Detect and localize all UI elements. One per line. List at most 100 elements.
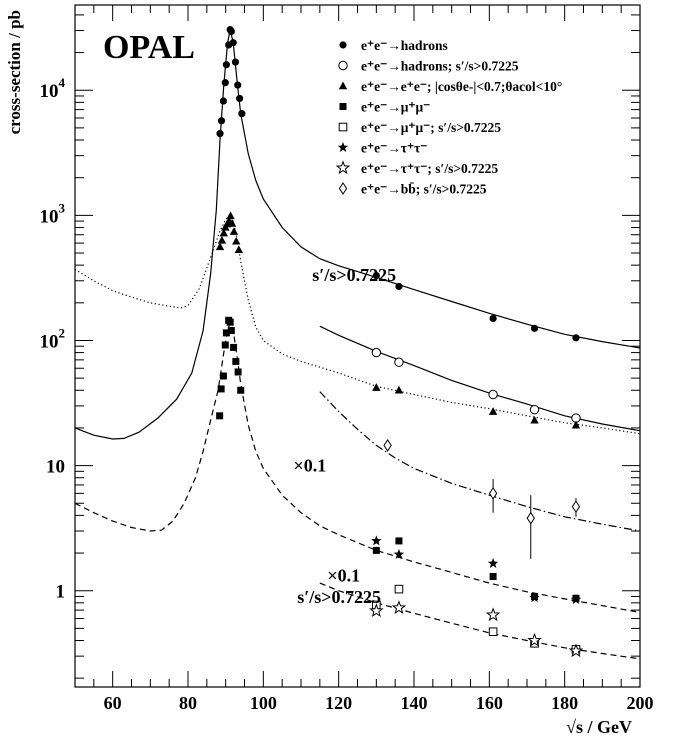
data-point <box>221 341 229 349</box>
series-6 <box>369 600 584 658</box>
legend-label: e⁺e⁻→τ⁺τ⁻; s′/s>0.7225 <box>361 161 498 176</box>
x-tick-label: 100 <box>250 693 277 713</box>
series-2 <box>215 211 581 429</box>
data-point <box>221 79 229 87</box>
data-point <box>489 314 497 323</box>
data-point <box>394 584 404 594</box>
series-5 <box>371 535 582 604</box>
data-point <box>234 368 242 376</box>
data-point <box>571 500 581 514</box>
y-tick-label: 102 <box>40 325 66 352</box>
data-point <box>217 385 225 393</box>
fit-curve-dashdot <box>319 391 641 532</box>
x-tick-label: 160 <box>476 693 503 713</box>
data-point <box>222 61 231 69</box>
data-point <box>234 245 244 254</box>
data-point <box>234 81 242 89</box>
data-point <box>232 357 240 365</box>
data-point <box>568 643 584 658</box>
y-axis-label: cross-section / pb <box>5 10 24 134</box>
annotations: s′/s>0.7225×0.1×0.1s′/s>0.7225 <box>293 265 396 607</box>
legend-label: e⁺e⁻→e⁺e⁻; |cosθe-|<0.7;θacol<10° <box>361 79 562 94</box>
y-tick-label: 103 <box>40 200 66 227</box>
data-point <box>383 438 392 452</box>
data-point <box>227 27 235 36</box>
data-point <box>219 97 228 105</box>
data-point <box>237 386 245 394</box>
data-points <box>215 26 584 658</box>
y-tick-label: 10 <box>46 457 65 478</box>
data-point <box>369 603 384 618</box>
legend-marker <box>338 81 348 90</box>
legend-marker <box>337 142 349 152</box>
data-point <box>226 211 235 220</box>
data-point <box>215 242 225 251</box>
data-point <box>219 372 227 380</box>
data-point <box>489 572 497 580</box>
series-0 <box>216 26 580 342</box>
fit-curve-solid <box>319 325 641 432</box>
x-tick-label: 140 <box>401 693 428 713</box>
legend: e⁺e⁻→hadrons e⁺e⁻→hadrons; s′/s>0.7225 e⁺e… <box>335 38 562 197</box>
fit-curve-dotted <box>74 214 641 435</box>
data-point <box>391 600 407 614</box>
data-point <box>488 407 498 415</box>
data-point <box>371 535 382 546</box>
fit-curve-dashed <box>319 582 641 660</box>
series-7 <box>383 438 581 559</box>
data-point <box>227 219 237 227</box>
data-point <box>393 548 405 559</box>
x-tick-label: 120 <box>325 693 352 713</box>
data-point <box>571 420 581 429</box>
legend-label: e⁺e⁻→hadrons <box>361 38 448 53</box>
chart-title: OPAL <box>103 29 195 66</box>
y-tick-label: 104 <box>40 75 66 102</box>
data-point <box>395 537 403 545</box>
data-point <box>394 357 404 367</box>
data-point <box>216 130 224 138</box>
data-point <box>488 627 498 637</box>
x-tick-label: 60 <box>104 693 122 713</box>
data-point <box>226 318 234 326</box>
legend-label: e⁺e⁻→μ⁺μ⁻; s′/s>0.7225 <box>361 120 501 135</box>
data-point <box>530 324 539 332</box>
x-tick-label: 80 <box>179 693 197 713</box>
data-point <box>529 592 540 603</box>
data-point <box>219 228 228 237</box>
annotation: s′/s>0.7225 <box>297 587 381 607</box>
data-point <box>232 236 241 245</box>
fit-curve-dashed <box>74 320 641 614</box>
legend-label: e⁺e⁻→bb̄; s′/s>0.7225 <box>361 182 487 197</box>
data-point <box>529 404 540 415</box>
data-point <box>372 546 380 554</box>
data-point <box>395 282 403 291</box>
data-point <box>394 385 404 394</box>
x-tick-label: 200 <box>627 693 654 713</box>
legend-label: e⁺e⁻→hadrons; s′/s>0.7225 <box>361 59 519 74</box>
data-point <box>526 511 535 525</box>
legend-marker <box>335 160 351 175</box>
fit-curves <box>74 29 641 660</box>
fit-curve-solid <box>74 29 641 440</box>
data-point <box>372 271 380 280</box>
data-point <box>572 334 580 342</box>
legend-marker <box>338 182 348 195</box>
legend-marker <box>338 122 348 132</box>
data-point <box>527 632 542 647</box>
data-point <box>570 594 582 604</box>
data-point <box>371 347 382 358</box>
x-axis-label: √s / GeV <box>566 717 632 737</box>
data-point <box>372 383 381 391</box>
legend-marker <box>339 41 347 49</box>
legend-label: e⁺e⁻→μ⁺μ⁻ <box>361 100 430 115</box>
data-point <box>530 415 539 424</box>
data-point <box>229 39 237 47</box>
data-point <box>222 329 230 337</box>
data-point <box>236 94 244 103</box>
legend-label: e⁺e⁻→τ⁺τ⁻ <box>361 141 427 156</box>
data-point <box>217 235 227 244</box>
y-tick-label: 1 <box>56 582 66 603</box>
data-point <box>229 227 239 235</box>
data-point <box>216 412 224 420</box>
